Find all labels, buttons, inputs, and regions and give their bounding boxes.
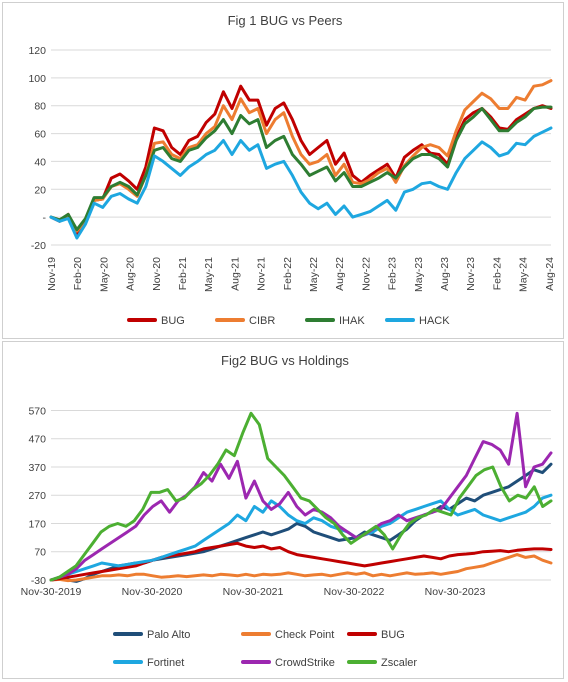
y-tick-label: 570 (28, 405, 46, 417)
legend-label-check-point: Check Point (275, 629, 334, 641)
y-tick-label: 70 (34, 547, 46, 559)
series-line-crowdstrike (49, 411, 553, 582)
x-tick-label: Feb-23 (387, 257, 399, 290)
x-tick-label: May-23 (413, 257, 425, 292)
x-tick-label: Nov-23 (465, 257, 477, 291)
fig2-chart-panel: Fig2 BUG vs Holdings -30 70 170 270 370 470 570… (2, 341, 564, 679)
y-tick-label: - (43, 212, 47, 224)
x-tick-label: Feb-22 (282, 257, 294, 290)
y-tick-label: 170 (28, 518, 46, 530)
x-tick-label: Aug-20 (125, 257, 137, 291)
x-tick-label: May-24 (518, 257, 530, 292)
x-tick-label: Aug-23 (439, 257, 451, 291)
x-tick-label: May-21 (203, 257, 215, 292)
x-tick-label: Feb-21 (177, 257, 189, 290)
y-tick-label: 470 (28, 434, 46, 446)
series-line-fortinet (49, 493, 553, 582)
x-tick-label: May-22 (308, 257, 320, 292)
series-line-check-point (49, 553, 553, 583)
legend-label-zscaler: Zscaler (381, 657, 417, 669)
series-line-hack (49, 126, 553, 240)
y-tick-label: 370 (28, 462, 46, 474)
x-tick-label: Feb-24 (491, 257, 503, 290)
x-tick-label: Feb-20 (72, 257, 84, 290)
y-tick-label: 270 (28, 490, 46, 502)
legend-label-ihak: IHAK (339, 315, 365, 327)
fig1-chart: Fig 1 BUG vs Peers-20-20406080100120Nov-… (28, 13, 556, 327)
series-line-bug (49, 84, 553, 236)
x-tick-label: Nov-30-2022 (324, 586, 385, 598)
x-tick-label: Aug-22 (334, 257, 346, 291)
series-line-cibr (49, 79, 553, 233)
x-tick-label: Nov-20 (151, 257, 163, 291)
x-tick-label: May-20 (98, 257, 110, 292)
legend-label-hack: HACK (419, 315, 450, 327)
x-tick-label: Nov-22 (360, 257, 372, 291)
x-tick-label: Nov-30-2021 (223, 586, 284, 598)
x-tick-label: Nov-30-2023 (425, 586, 486, 598)
x-tick-label: Nov-30-2020 (122, 586, 183, 598)
y-tick-label: -20 (31, 240, 46, 252)
legend-label-palo-alto: Palo Alto (147, 629, 190, 641)
legend-label-crowdstrike: CrowdStrike (275, 657, 335, 669)
chart-title: Fig 1 BUG vs Peers (228, 13, 343, 28)
y-tick-label: 60 (34, 129, 46, 141)
y-tick-label: -30 (31, 575, 46, 587)
legend-label-fortinet: Fortinet (147, 657, 184, 669)
chart-title: Fig2 BUG vs Holdings (221, 353, 349, 368)
legend-label-bug: BUG (161, 315, 185, 327)
x-tick-label: Nov-21 (256, 257, 268, 291)
x-tick-label: Aug-21 (229, 257, 241, 291)
x-tick-label: Nov-30-2019 (21, 586, 82, 598)
fig2-chart: Fig2 BUG vs Holdings -30 70 170 270 370 470 570… (21, 353, 553, 669)
y-tick-label: 80 (34, 101, 46, 113)
x-tick-label: Nov-19 (46, 257, 58, 291)
legend-label-bug: BUG (381, 629, 405, 641)
fig1-chart-panel: Fig 1 BUG vs Peers -20-20 40 60 80 100 120 Nov-… (2, 2, 564, 339)
series-line-bug (49, 541, 553, 582)
series-line-zscaler (49, 411, 553, 582)
x-tick-label: Aug-24 (544, 257, 556, 291)
y-tick-label: 100 (28, 73, 46, 85)
y-tick-label: 120 (28, 45, 46, 57)
y-tick-label: 40 (34, 156, 46, 168)
series-line-ihak (49, 105, 553, 232)
legend-label-cibr: CIBR (249, 315, 275, 327)
y-tick-label: 20 (34, 184, 46, 196)
